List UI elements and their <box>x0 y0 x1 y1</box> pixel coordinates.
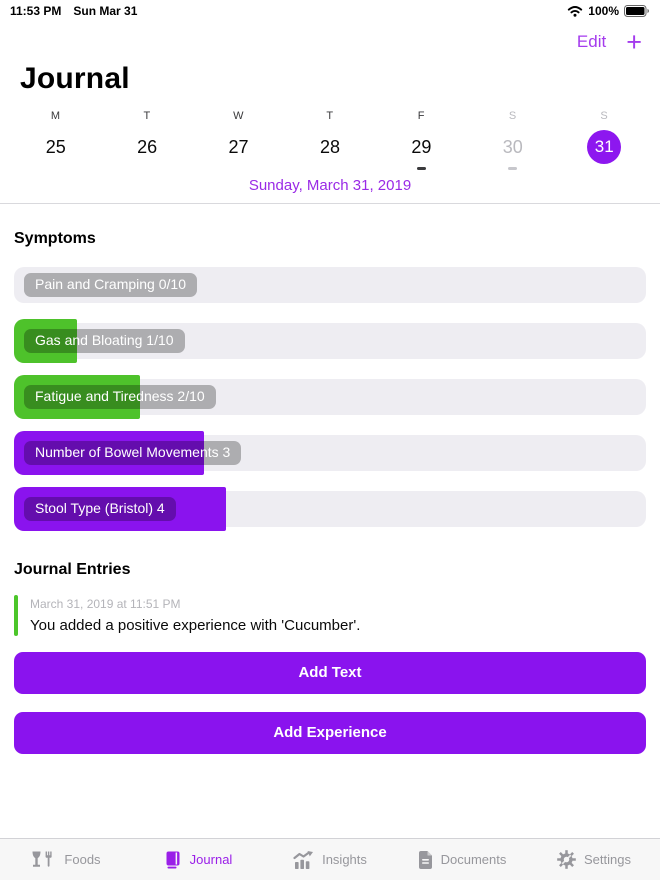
symptom-list: Pain and Cramping 0/10 Gas and Bloating … <box>14 263 646 531</box>
add-entry-button[interactable]: + <box>626 27 642 57</box>
entry-indicator <box>416 167 426 170</box>
day-number: 29 <box>411 136 432 157</box>
day-cell-26[interactable]: T 26 <box>101 110 192 170</box>
tab-label-settings: Settings <box>584 852 631 867</box>
slider-fill <box>14 430 204 475</box>
journal-entries-heading: Journal Entries <box>14 560 131 578</box>
symptom-label-pill: Number of Bowel Movements 3 <box>24 440 242 465</box>
symptom-slider-pain[interactable]: Pain and Cramping 0/10 <box>14 263 646 307</box>
entry-indicator <box>51 167 60 170</box>
symptom-label: Fatigue and Tiredness 2/10 <box>35 387 205 404</box>
day-letter: W <box>233 110 244 122</box>
settings-gear-icon <box>557 850 576 869</box>
symptom-label: Stool Type (Bristol) 4 <box>35 499 165 516</box>
day-cell-30[interactable]: S 30 <box>467 110 558 170</box>
tab-bar: Foods Journal <box>0 838 660 880</box>
entry-indicator <box>234 167 243 170</box>
symptom-slider-bowel-movements[interactable]: Number of Bowel Movements 3 <box>14 430 646 475</box>
add-experience-button[interactable]: Add Experience <box>14 711 646 754</box>
tab-label-insights: Insights <box>322 852 367 867</box>
symptom-label: Gas and Bloating 1/10 <box>35 331 174 348</box>
day-number: 27 <box>228 136 249 157</box>
foods-icon <box>31 851 56 868</box>
tab-label-journal: Journal <box>189 852 233 867</box>
tab-foods[interactable]: Foods <box>0 839 132 880</box>
insights-chart-icon <box>293 850 314 869</box>
day-cell-29[interactable]: F 29 <box>376 110 467 170</box>
slider-fill <box>14 486 226 531</box>
entry-accent-bar <box>14 594 18 636</box>
edit-button[interactable]: Edit <box>576 32 607 51</box>
day-cell-27[interactable]: W 27 <box>193 110 284 170</box>
tab-journal[interactable]: Journal <box>132 839 264 880</box>
entry-indicator <box>600 167 609 170</box>
wifi-icon <box>567 5 583 17</box>
symptom-label-pill: Fatigue and Tiredness 2/10 <box>24 384 216 409</box>
day-number: 26 <box>137 136 158 157</box>
entry-indicator <box>325 167 334 170</box>
entry-timestamp: March 31, 2019 at 11:51 PM <box>30 596 181 611</box>
header-divider <box>0 202 660 204</box>
status-time: 11:53 PM <box>10 4 62 18</box>
slider-fill <box>14 374 141 419</box>
status-bar: 11:53 PM Sun Mar 31 100% <box>0 0 660 20</box>
tab-settings[interactable]: Settings <box>528 839 660 880</box>
slider-fill <box>14 318 78 363</box>
symptom-label-pill: Gas and Bloating 1/10 <box>24 328 185 353</box>
symptom-label-pill: Stool Type (Bristol) 4 <box>24 496 176 521</box>
day-letter: S <box>508 110 517 122</box>
day-letter: S <box>600 110 609 122</box>
entry-text: You added a positive experience with 'Cu… <box>30 616 361 634</box>
page-title: Journal <box>20 62 130 95</box>
tab-documents[interactable]: Documents <box>396 839 528 880</box>
day-letter: T <box>143 110 151 122</box>
day-letter: F <box>417 110 426 122</box>
day-number: 25 <box>45 136 66 157</box>
nav-actions: Edit + <box>0 27 660 57</box>
battery-icon <box>624 5 650 17</box>
symptom-slider-gas[interactable]: Gas and Bloating 1/10 <box>14 318 646 363</box>
symptom-label-pill: Pain and Cramping 0/10 <box>24 272 197 297</box>
symptoms-heading: Symptoms <box>14 229 96 247</box>
status-date: Sun Mar 31 <box>73 4 138 18</box>
tab-label-documents: Documents <box>440 852 507 867</box>
day-number: 30 <box>502 136 523 157</box>
slider-track <box>14 322 646 359</box>
symptom-label: Number of Bowel Movements 3 <box>35 443 231 460</box>
symptom-slider-stool-type[interactable]: Stool Type (Bristol) 4 <box>14 486 646 531</box>
day-letter: M <box>50 110 61 122</box>
journal-book-icon <box>164 851 182 869</box>
day-cell-28[interactable]: T 28 <box>284 110 375 170</box>
day-letter: T <box>326 110 334 122</box>
slider-track <box>14 266 646 303</box>
entry-indicator <box>143 167 152 170</box>
symptom-label: Pain and Cramping 0/10 <box>35 275 186 292</box>
week-strip: M 25 T 26 W 27 T 28 F 29 S 30 <box>0 110 660 170</box>
entry-indicator <box>508 167 518 170</box>
journal-entry[interactable]: March 31, 2019 at 11:51 PM You added a p… <box>14 594 646 636</box>
day-number: 31 <box>594 137 614 156</box>
selected-date-label: Sunday, March 31, 2019 <box>248 176 412 194</box>
battery-percent: 100% <box>588 4 619 18</box>
day-number: 28 <box>319 136 340 157</box>
tab-label-foods: Foods <box>64 852 101 867</box>
add-text-button[interactable]: Add Text <box>14 651 646 694</box>
tab-insights[interactable]: Insights <box>264 839 396 880</box>
documents-page-icon <box>418 850 433 869</box>
symptom-slider-fatigue[interactable]: Fatigue and Tiredness 2/10 <box>14 374 646 419</box>
day-cell-25[interactable]: M 25 <box>10 110 101 170</box>
day-cell-31-selected[interactable]: S 31 <box>559 110 650 170</box>
